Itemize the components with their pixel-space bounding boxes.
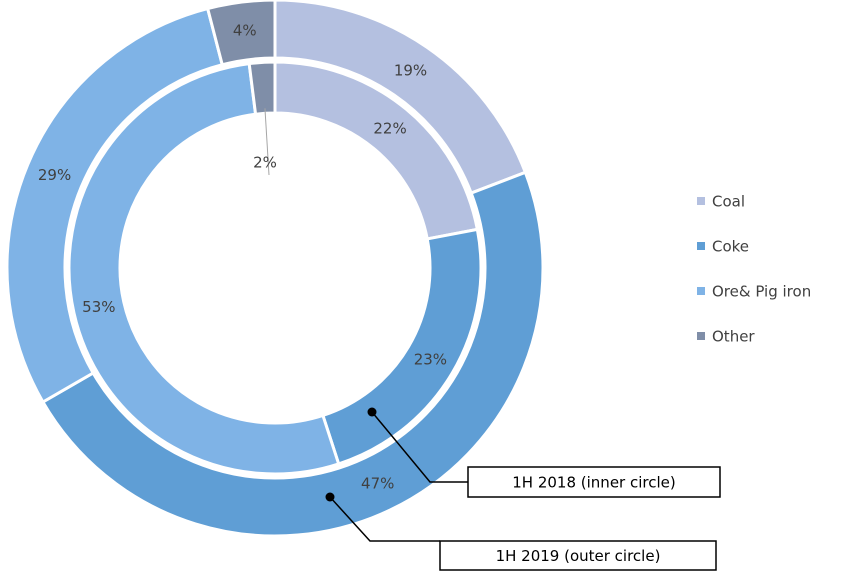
data-label: 4%: [233, 21, 257, 39]
donut-slice: [40, 170, 545, 538]
legend-swatch: [697, 242, 705, 250]
callout-label: 1H 2019 (outer circle): [496, 547, 661, 565]
legend-label: Other: [712, 328, 755, 346]
legend-swatch: [697, 197, 705, 205]
data-label: 22%: [373, 119, 406, 137]
leader-line: [264, 108, 270, 176]
callout-line: [371, 411, 468, 483]
donut-slice: [205, 0, 277, 67]
donut-slice: [67, 61, 341, 476]
donut-slice: [247, 60, 277, 116]
callout-box: [467, 466, 721, 498]
callout-label: 1H 2018 (inner circle): [512, 474, 675, 492]
legend-label: Coke: [712, 238, 749, 256]
data-label: 23%: [414, 350, 447, 368]
callout-box: [439, 540, 717, 571]
data-label: 2%: [253, 154, 277, 172]
legend-swatch: [697, 332, 705, 340]
data-label: 53%: [82, 298, 115, 316]
data-label: 47%: [361, 474, 394, 492]
callout-line: [329, 496, 440, 542]
legend-label: Ore& Pig iron: [712, 283, 811, 301]
data-label: 19%: [394, 62, 427, 80]
legend-swatch: [697, 287, 705, 295]
legend-label: Coal: [712, 193, 745, 211]
data-label: 29%: [38, 166, 71, 184]
